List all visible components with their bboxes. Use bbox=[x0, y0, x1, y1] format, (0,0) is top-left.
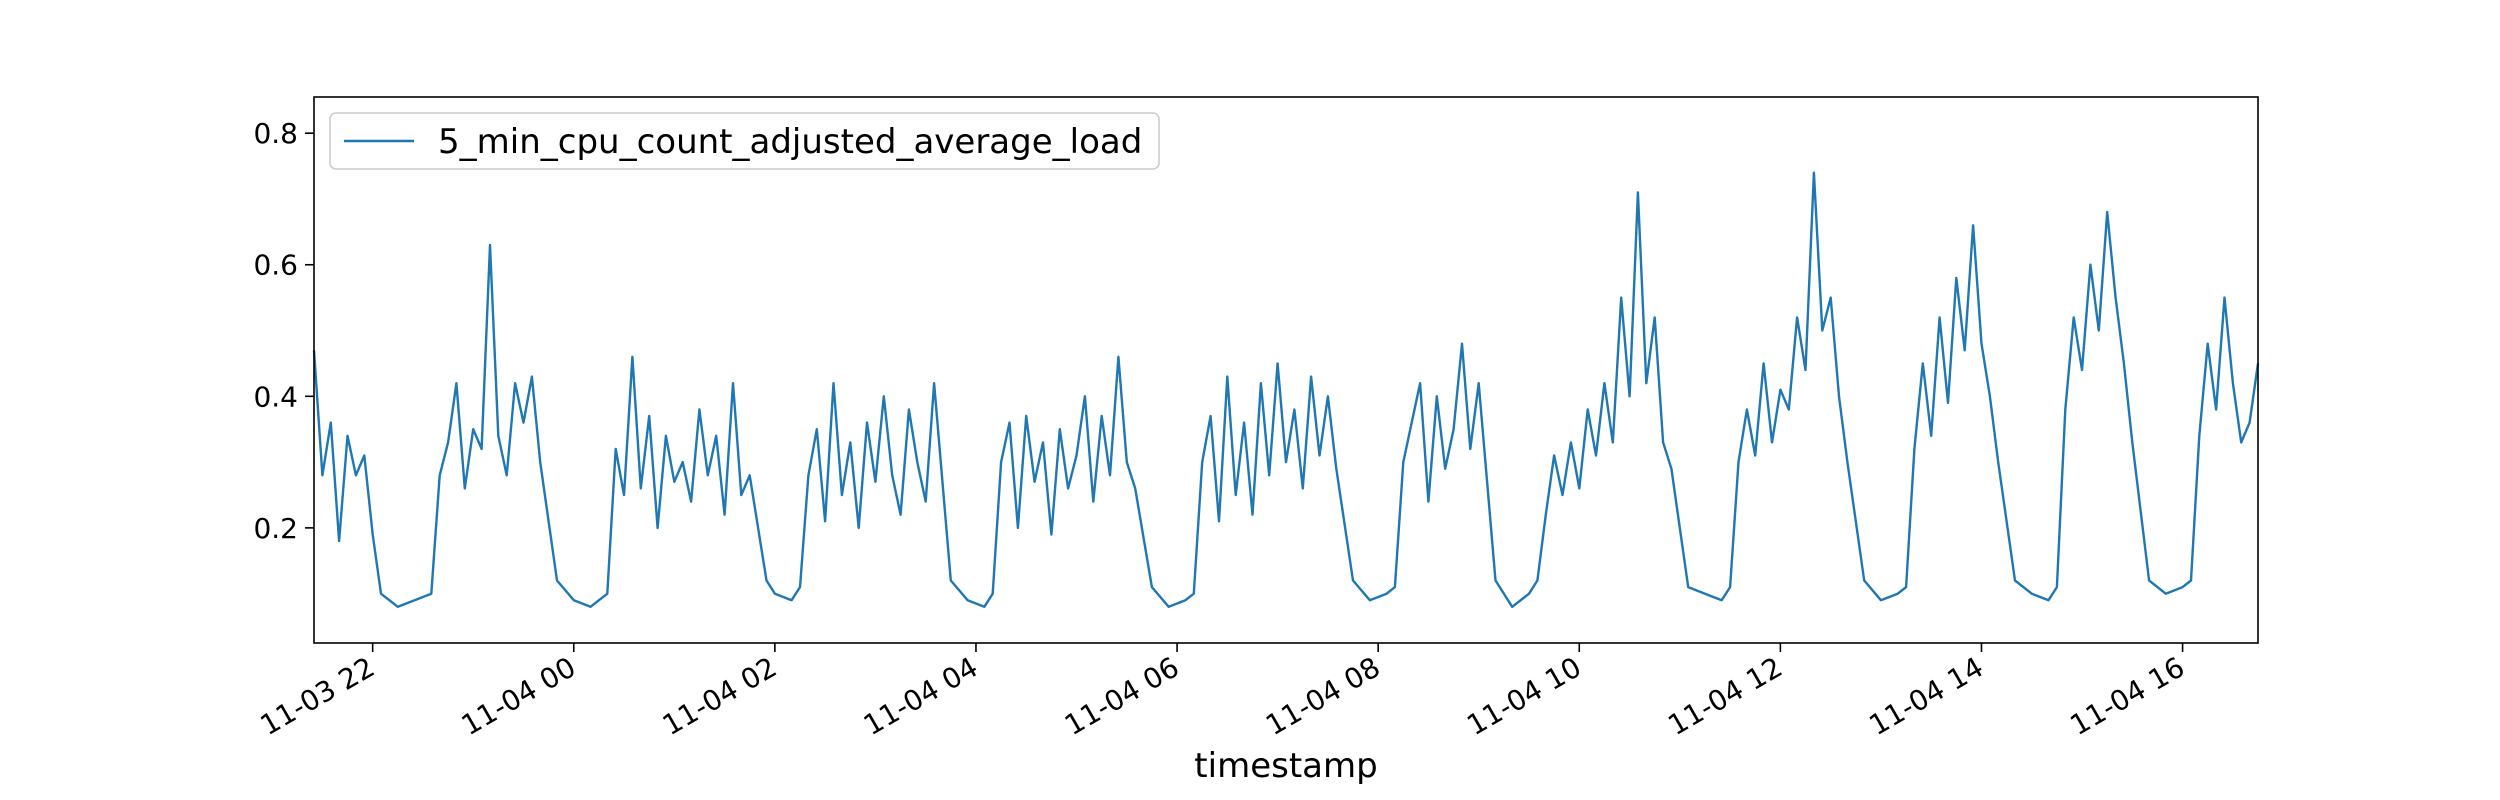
legend-box bbox=[329, 112, 1160, 170]
x-tick-label: 11-04 06 bbox=[1059, 650, 1185, 742]
x-axis-title: timestamp bbox=[1194, 746, 1377, 786]
y-tick-label: 0.2 bbox=[253, 512, 298, 545]
x-tick-label: 11-04 12 bbox=[1662, 650, 1788, 742]
x-tick-label: 11-04 04 bbox=[858, 650, 984, 742]
x-tick-label: 11-04 08 bbox=[1260, 650, 1386, 742]
series-line-0 bbox=[312, 171, 2260, 608]
y-tick-label: 0.4 bbox=[253, 380, 298, 413]
x-axis: 11-03 22 11-04 00 11-04 02 11-04 04 11-04 06… bbox=[255, 643, 2190, 742]
plot-background bbox=[314, 97, 2258, 643]
y-tick-label: 0.6 bbox=[253, 249, 298, 282]
x-tick-label: 11-04 14 bbox=[1863, 650, 1989, 742]
legend-label: 5_min_cpu_count_adjusted_average_load bbox=[438, 122, 1142, 162]
legend: 5_min_cpu_count_adjusted_average_load bbox=[329, 112, 1160, 170]
series-layer bbox=[312, 171, 2260, 608]
x-tick-label: 11-04 02 bbox=[657, 650, 783, 742]
x-tick-label: 11-03 22 bbox=[255, 650, 381, 742]
x-tick-label: 11-04 10 bbox=[1461, 650, 1587, 742]
x-tick-label: 11-04 00 bbox=[456, 650, 582, 742]
y-tick-label: 0.8 bbox=[253, 117, 298, 150]
plot-frame bbox=[313, 96, 2259, 644]
x-tick-label: 11-04 16 bbox=[2065, 650, 2191, 742]
y-axis: 0.2 0.4 0.6 0.8 bbox=[253, 117, 314, 545]
